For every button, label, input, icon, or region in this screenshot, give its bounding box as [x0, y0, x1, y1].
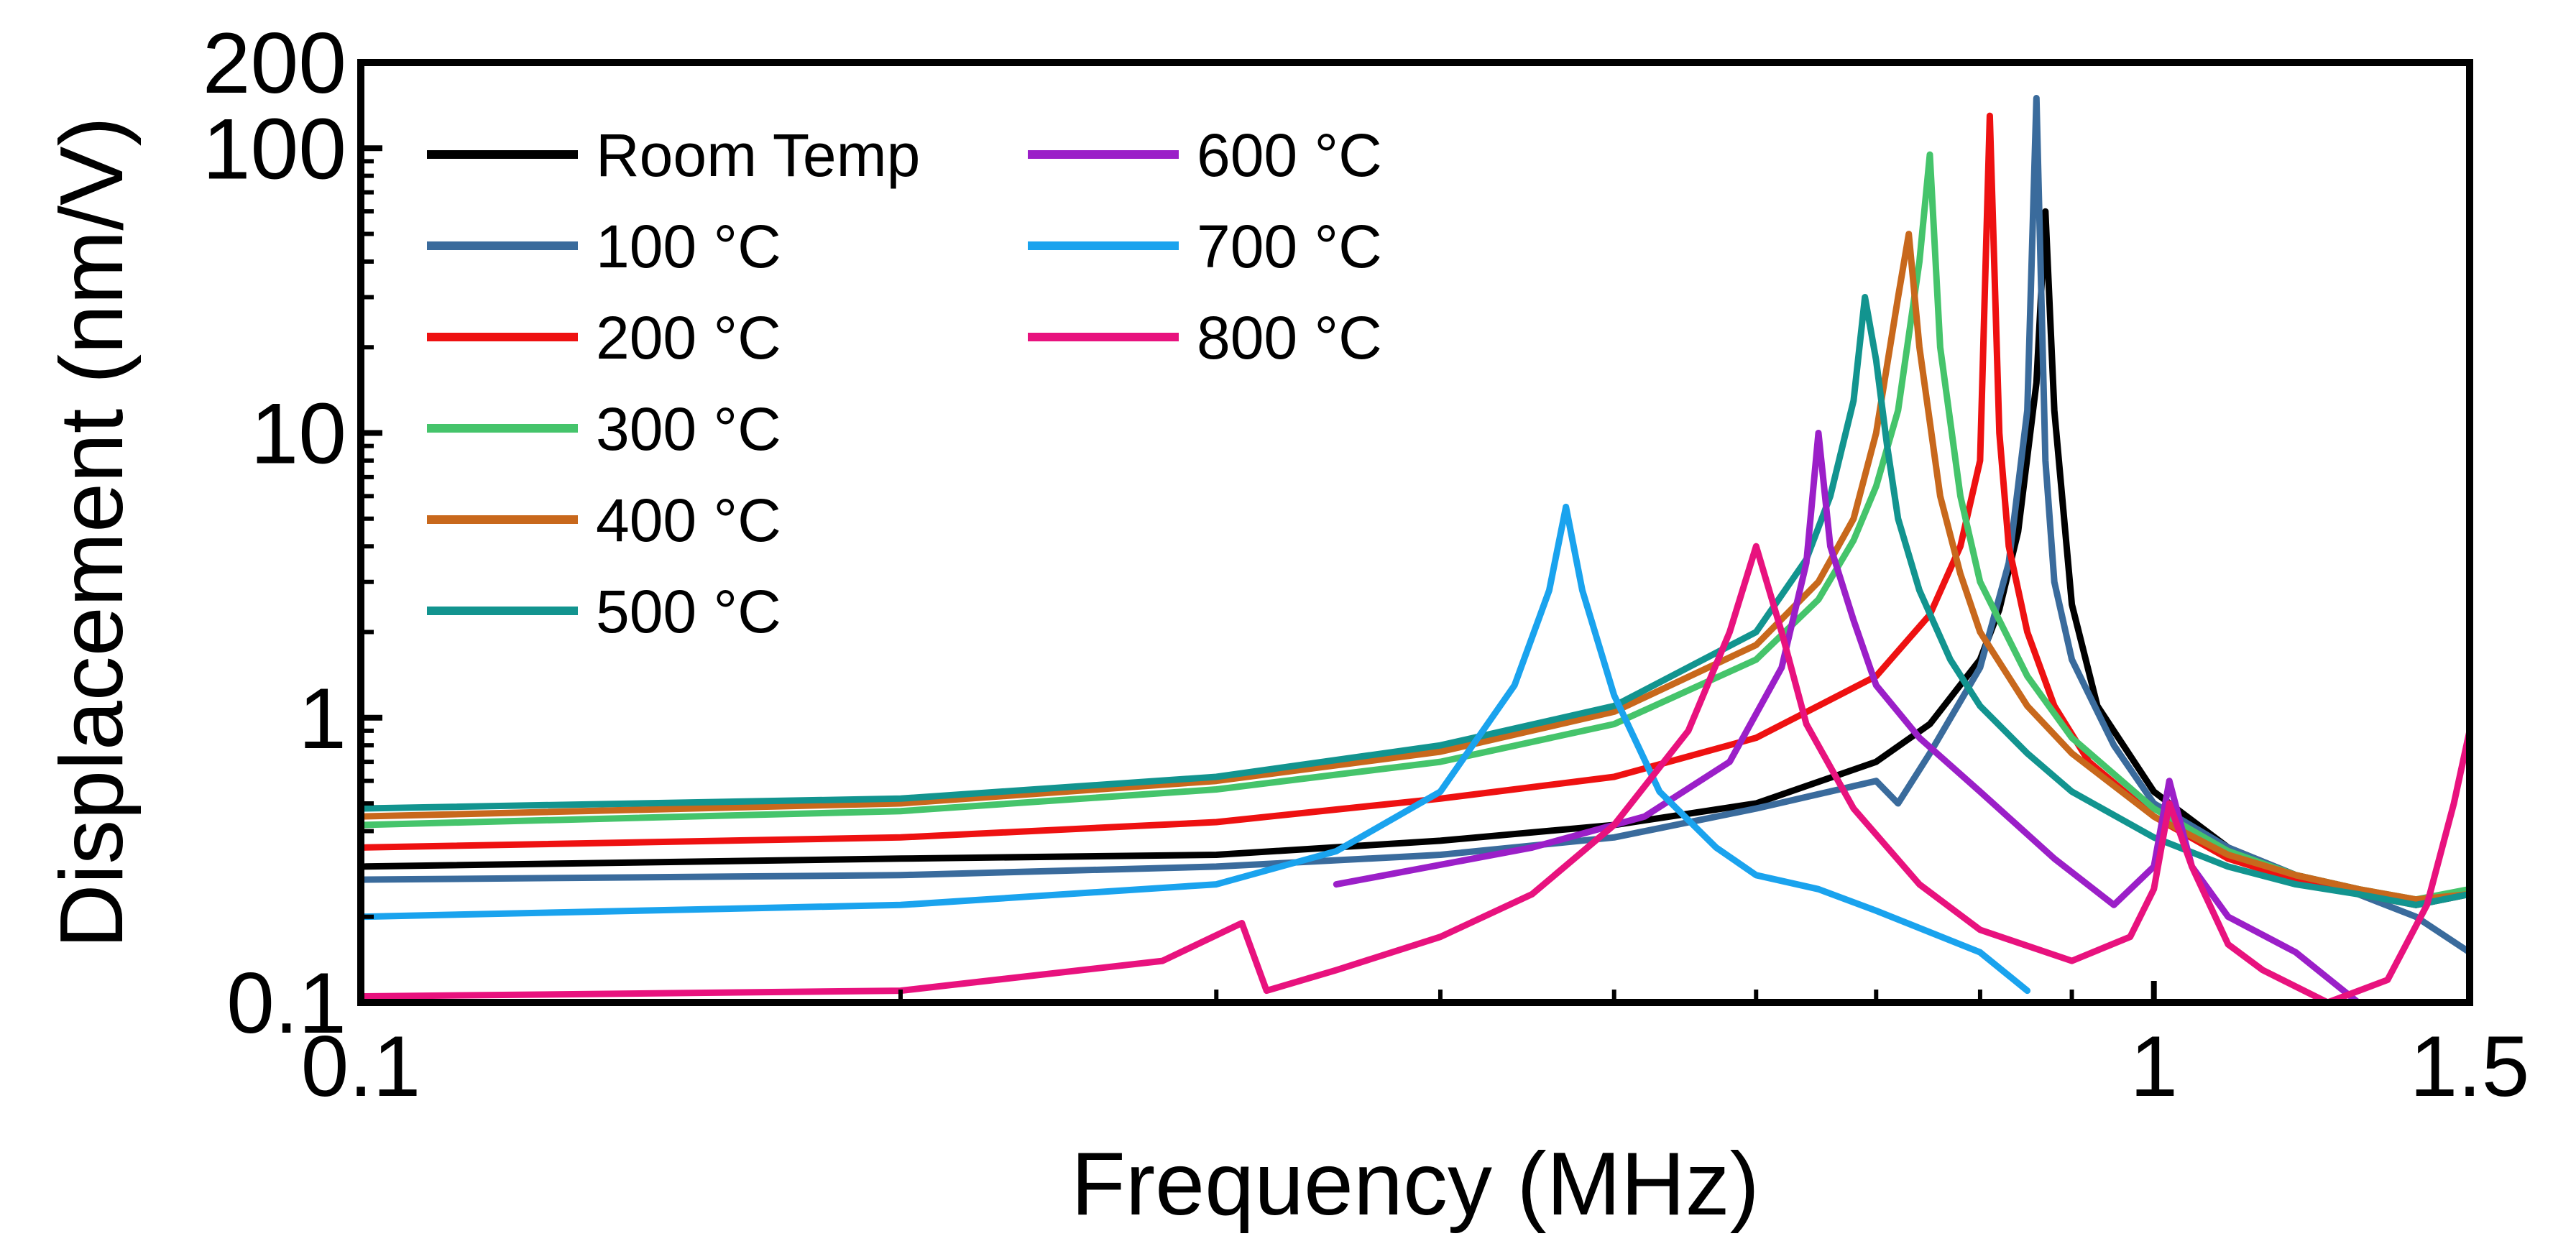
- series-line-2: [361, 112, 2470, 908]
- series-line-4: [361, 231, 2470, 903]
- legend-item: Room Temp: [427, 121, 920, 189]
- series-layer: [361, 95, 2470, 1002]
- legend-label: 300 °C: [596, 395, 781, 463]
- legend-label: 700 °C: [1197, 213, 1382, 280]
- legend-label: 200 °C: [596, 304, 781, 372]
- x-axis-title: Frequency (MHz): [1071, 1135, 1760, 1234]
- legend-item: 700 °C: [1028, 213, 1382, 280]
- x-tick-label: 0.1: [301, 1018, 421, 1115]
- series-line-7: [361, 503, 2031, 995]
- legend-label: 800 °C: [1197, 304, 1382, 372]
- legend-item: 600 °C: [1028, 121, 1382, 189]
- legend-item: 200 °C: [427, 304, 781, 372]
- y-tick-label: 10: [251, 386, 346, 482]
- legend-item: 500 °C: [427, 578, 781, 645]
- series-line-8: [361, 543, 2470, 1002]
- y-tick-label: 100: [203, 101, 346, 197]
- legend-label: 400 °C: [596, 487, 781, 554]
- legend-item: 300 °C: [427, 395, 781, 463]
- legend-label: 500 °C: [596, 578, 781, 645]
- legend-item: 100 °C: [427, 213, 781, 280]
- legend: Room Temp 100 °C 200 °C 300 °C 400 °C 500 °C 6…: [427, 121, 1382, 645]
- legend-label: 600 °C: [1197, 121, 1382, 189]
- legend-label: Room Temp: [596, 121, 920, 189]
- y-tick-label: 1: [298, 670, 346, 767]
- plot-frame: [357, 59, 2473, 1006]
- legend-item: 800 °C: [1028, 304, 1382, 372]
- x-tick-label: 1.5: [2410, 1018, 2530, 1115]
- legend-item: 400 °C: [427, 487, 781, 554]
- x-tick-label: 1: [2130, 1018, 2178, 1115]
- series-line-5: [361, 294, 2470, 908]
- legend-label: 100 °C: [596, 213, 781, 280]
- y-axis-title: Displacement (nm/V): [42, 116, 142, 949]
- y-tick-label: 0.1: [226, 955, 346, 1051]
- y-tick-label: 200: [203, 15, 346, 111]
